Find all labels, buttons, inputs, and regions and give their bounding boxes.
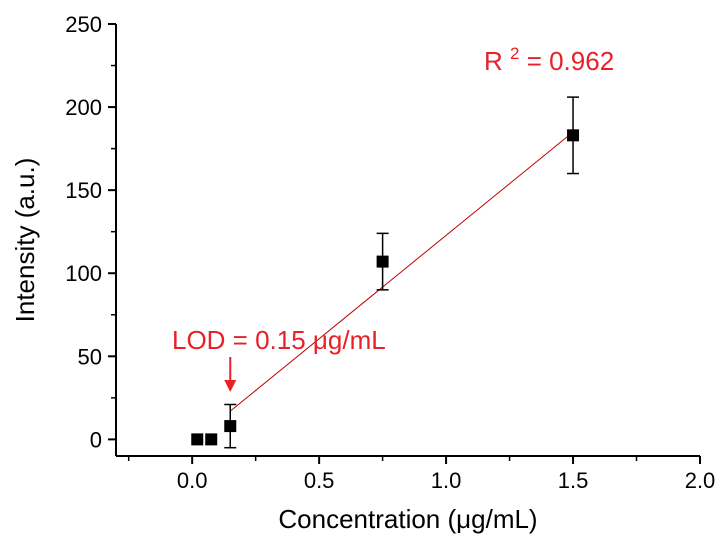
r-squared-annotation: R 2 = 0.962 (484, 44, 614, 76)
data-point (224, 420, 237, 433)
data-point (567, 129, 580, 142)
x-tick-label: 0.0 (177, 468, 208, 493)
data-point (205, 433, 218, 446)
lod-arrow-head (224, 380, 237, 392)
axis-ticks: 0.0 0.5 1.0 1.5 2.0 0 50 100 150 200 250 (65, 12, 715, 493)
linear-fit-line (229, 131, 574, 412)
data-point (191, 433, 204, 446)
data-points-layer (191, 129, 580, 446)
x-tick-label: 2.0 (685, 468, 716, 493)
x-tick-label: 0.5 (304, 468, 335, 493)
r-squared-prefix: R (484, 46, 510, 76)
lod-annotation: LOD = 0.15 μg/mL (172, 325, 386, 355)
y-tick-label: 100 (65, 261, 102, 286)
lod-arrow (224, 357, 237, 392)
fit-line-layer (229, 131, 574, 412)
y-axis-title: Intensity (a.u.) (10, 158, 40, 323)
x-axis-title: Concentration (μg/mL) (278, 504, 537, 534)
y-tick-label: 250 (65, 12, 102, 37)
y-tick-label: 200 (65, 95, 102, 120)
r-squared-value: = 0.962 (519, 46, 614, 76)
y-tick-label: 50 (78, 344, 102, 369)
x-tick-label: 1.5 (558, 468, 589, 493)
r-squared-superscript: 2 (510, 44, 519, 63)
y-tick-label: 150 (65, 178, 102, 203)
data-point (376, 255, 389, 268)
y-tick-label: 0 (90, 427, 102, 452)
x-tick-label: 1.0 (431, 468, 462, 493)
error-bars-layer (224, 96, 580, 449)
